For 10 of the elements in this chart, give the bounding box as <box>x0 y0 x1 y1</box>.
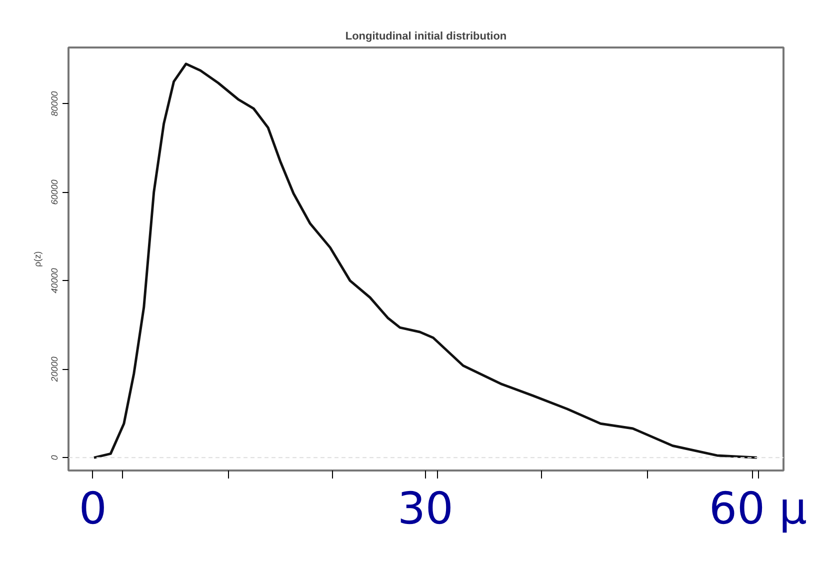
y-tick-label: 80000 <box>50 91 60 116</box>
y-axis-title: ρ(z) <box>32 251 42 267</box>
y-tick-label: 20000 <box>50 356 60 383</box>
line-series <box>92 62 758 459</box>
x-tick-label: 30 <box>397 484 454 534</box>
chart-title: Longitudinal initial distribution <box>345 30 507 42</box>
y-tick-label: 40000 <box>50 268 60 294</box>
y-tick-label: 60000 <box>50 180 60 205</box>
y-tick-label: 0 <box>50 455 60 460</box>
x-tick-label: 60 µ <box>709 484 807 534</box>
